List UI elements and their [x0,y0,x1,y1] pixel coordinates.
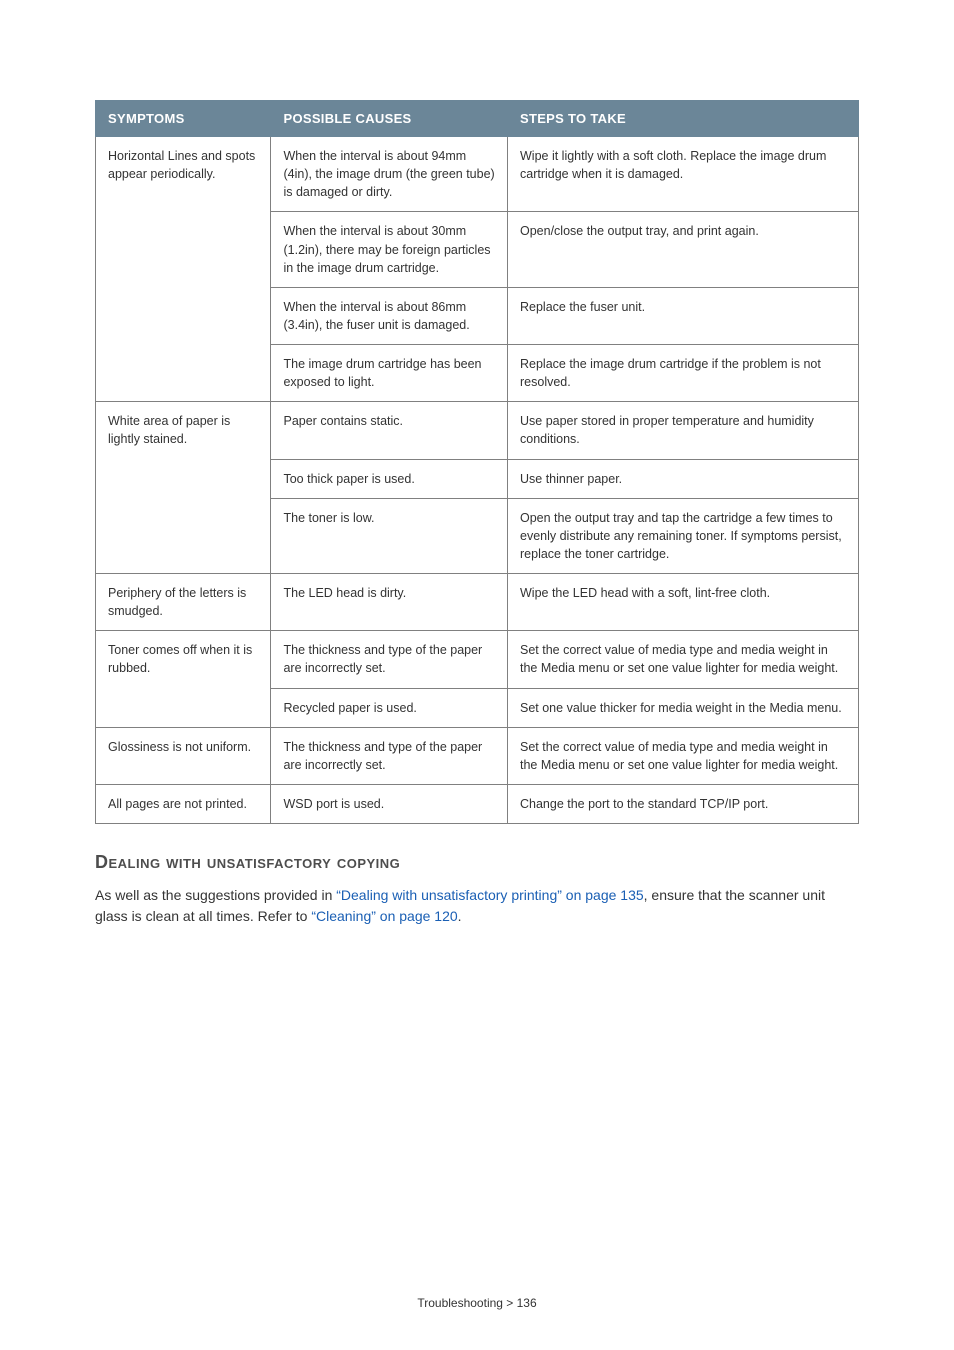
table-row: Horizontal Lines and spots appear period… [96,137,859,212]
cell-steps: Open the output tray and tap the cartrid… [508,498,859,573]
cell-cause: When the interval is about 86mm (3.4in),… [271,287,508,344]
cell-cause: Recycled paper is used. [271,688,508,727]
cell-steps: Change the port to the standard TCP/IP p… [508,784,859,823]
cell-symptom: Toner comes off when it is rubbed. [96,631,271,727]
cell-cause: The image drum cartridge has been expose… [271,345,508,402]
cell-steps: Use paper stored in proper temperature a… [508,402,859,459]
cell-cause: When the interval is about 30mm (1.2in),… [271,212,508,287]
section-heading: Dealing with unsatisfactory copying [95,852,859,873]
cell-steps: Set the correct value of media type and … [508,727,859,784]
cell-symptom: White area of paper is lightly stained. [96,402,271,574]
table-row: Periphery of the letters is smudged. The… [96,574,859,631]
cell-symptom: Horizontal Lines and spots appear period… [96,137,271,402]
cell-steps: Use thinner paper. [508,459,859,498]
cell-cause: The LED head is dirty. [271,574,508,631]
th-symptoms: SYMPTOMS [96,101,271,137]
cell-steps: Replace the image drum cartridge if the … [508,345,859,402]
cell-steps: Set one value thicker for media weight i… [508,688,859,727]
cell-steps: Wipe the LED head with a soft, lint-free… [508,574,859,631]
link-cleaning[interactable]: “Cleaning” on page 120 [311,908,457,924]
link-printing[interactable]: “Dealing with unsatisfactory printing” o… [336,887,643,903]
section-paragraph: As well as the suggestions provided in “… [95,885,859,927]
table-row: Glossiness is not uniform. The thickness… [96,727,859,784]
cell-cause: The toner is low. [271,498,508,573]
cell-cause: WSD port is used. [271,784,508,823]
troubleshooting-table: SYMPTOMS POSSIBLE CAUSES STEPS TO TAKE H… [95,100,859,824]
para-text: . [458,908,462,924]
th-steps: STEPS TO TAKE [508,101,859,137]
cell-steps: Replace the fuser unit. [508,287,859,344]
table-row: Toner comes off when it is rubbed. The t… [96,631,859,688]
cell-symptom: Periphery of the letters is smudged. [96,574,271,631]
cell-cause: Paper contains static. [271,402,508,459]
para-text: As well as the suggestions provided in [95,887,336,903]
cell-cause: Too thick paper is used. [271,459,508,498]
cell-cause: When the interval is about 94mm (4in), t… [271,137,508,212]
cell-steps: Open/close the output tray, and print ag… [508,212,859,287]
table-row: White area of paper is lightly stained. … [96,402,859,459]
cell-cause: The thickness and type of the paper are … [271,727,508,784]
cell-symptom: Glossiness is not uniform. [96,727,271,784]
th-causes: POSSIBLE CAUSES [271,101,508,137]
cell-steps: Set the correct value of media type and … [508,631,859,688]
page-footer: Troubleshooting > 136 [95,1296,859,1310]
cell-steps: Wipe it lightly with a soft cloth. Repla… [508,137,859,212]
cell-symptom: All pages are not printed. [96,784,271,823]
cell-cause: The thickness and type of the paper are … [271,631,508,688]
table-row: All pages are not printed. WSD port is u… [96,784,859,823]
